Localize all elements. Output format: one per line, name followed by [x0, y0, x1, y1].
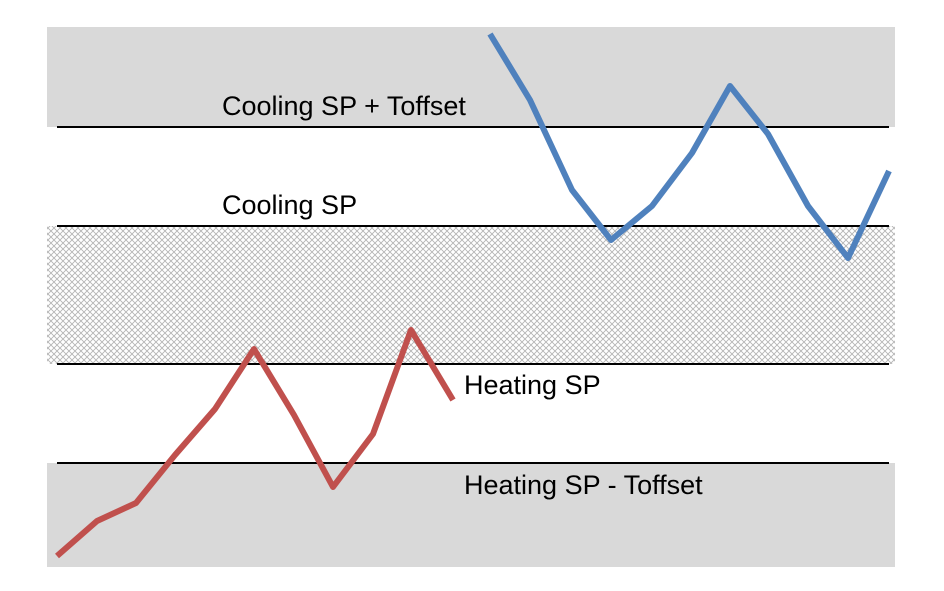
heating-sp-label: Heating SP [464, 370, 601, 400]
cooling-sp-plus-offset-label: Cooling SP + Toffset [222, 91, 466, 121]
cooling-offset-band [47, 27, 895, 127]
cooling-sp-label: Cooling SP [222, 190, 357, 220]
heating-offset-band [47, 463, 895, 567]
heating-sp-minus-offset-label: Heating SP - Toffset [464, 470, 703, 500]
heating-temperature-trace [55, 327, 456, 559]
deadband-zone [47, 226, 895, 364]
cooling-temperature-trace [487, 32, 892, 261]
